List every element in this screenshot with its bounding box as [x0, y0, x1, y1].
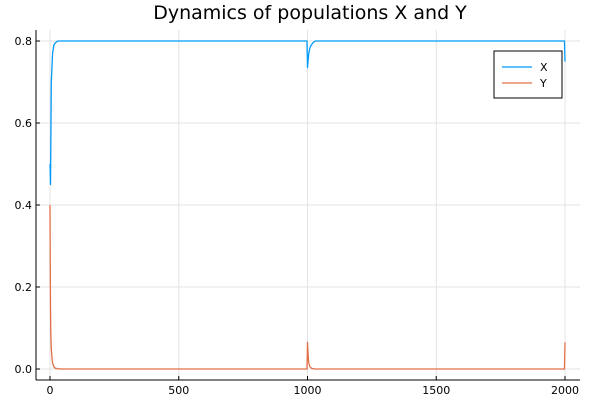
y-tick-label: 0.4: [15, 199, 33, 212]
y-tick-label: 0.6: [15, 117, 33, 130]
legend-box: [493, 50, 563, 99]
x-tick-label: 1500: [422, 384, 450, 397]
series-line-y: [49, 204, 566, 370]
chart-title: Dynamics of populations X and Y: [153, 2, 467, 24]
x-tick-label: 0: [47, 384, 54, 397]
tick-labels: 0 500 1000 1500 2000 0.0 0.2 0.4 0.6 0.8: [15, 35, 580, 397]
y-tick-label: 0.0: [15, 363, 33, 376]
legend-label-y: Y: [539, 77, 547, 90]
legend: XY: [493, 50, 563, 99]
axes: [35, 30, 580, 381]
x-tick-label: 500: [168, 384, 189, 397]
x-tick-label: 2000: [551, 384, 579, 397]
series-line-x: [49, 40, 566, 186]
series-layer: [49, 40, 566, 370]
y-tick-label: 0.8: [15, 35, 33, 48]
x-tick-label: 1000: [294, 384, 322, 397]
legend-label-x: X: [540, 61, 548, 74]
y-tick-label: 0.2: [15, 281, 33, 294]
